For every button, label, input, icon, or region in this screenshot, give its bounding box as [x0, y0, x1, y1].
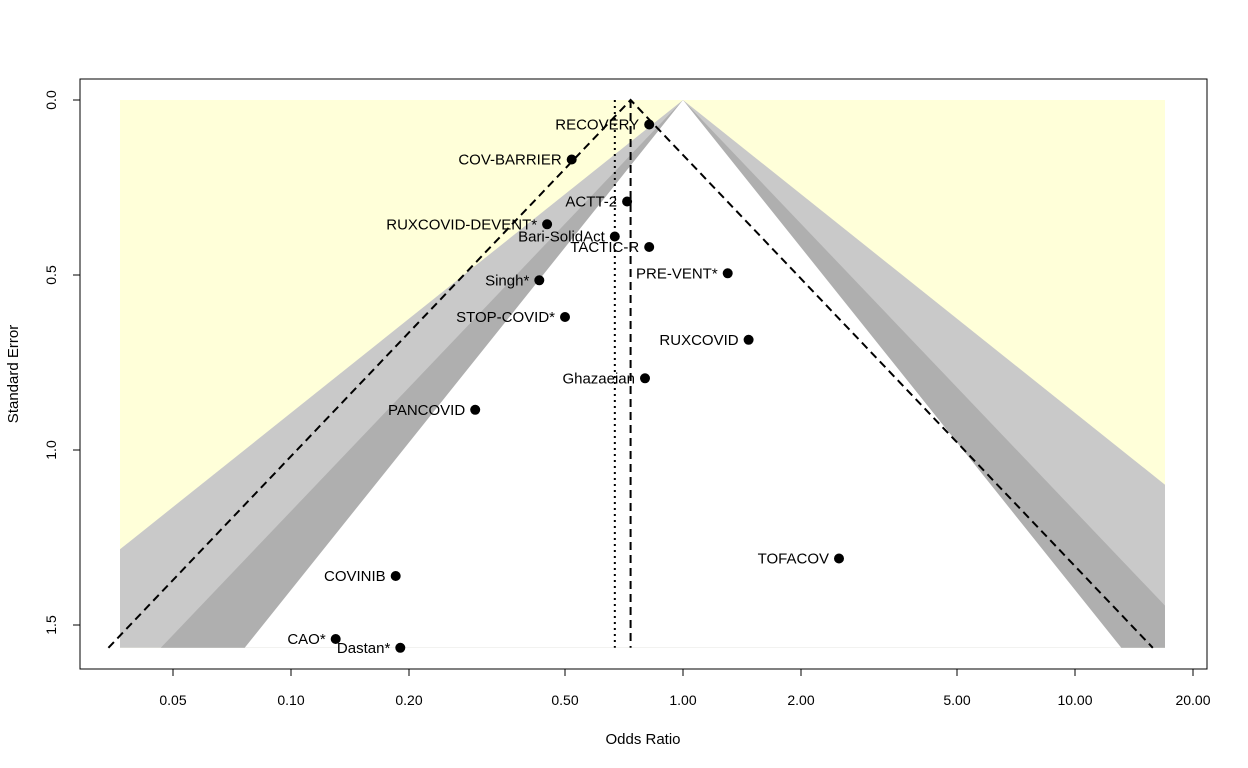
study-point — [644, 119, 655, 130]
study-label: COVINIB — [324, 568, 386, 585]
study-point — [542, 219, 553, 230]
study-labels: RECOVERY COV-BARRIER ACTT-2 RUXCOVID-DEVENT… — [287, 117, 829, 657]
study-point — [834, 553, 844, 564]
x-tick-label: 20.00 — [1175, 692, 1210, 708]
y-axis: 0.0 0.5 1.0 1.5 — [43, 90, 80, 635]
study-point — [395, 642, 406, 653]
y-axis-title: Standard Error — [5, 325, 22, 423]
study-label: TACTIC-R — [570, 239, 639, 256]
study-label: CAO* — [287, 631, 326, 648]
study-point — [534, 275, 545, 286]
study-point — [743, 334, 754, 345]
study-label: RECOVERY — [555, 117, 639, 134]
contour-regions — [120, 100, 1165, 648]
study-point — [566, 154, 577, 165]
study-label: PRE-VENT* — [636, 265, 718, 282]
x-tick-label: 5.00 — [943, 692, 970, 708]
y-tick-label: 1.5 — [43, 615, 59, 635]
study-label: Bari-SolidAct — [518, 229, 606, 246]
study-point — [390, 571, 401, 581]
study-label: Dastan* — [337, 640, 391, 657]
y-tick-label: 1.0 — [43, 440, 59, 460]
study-label: RUXCOVID — [659, 332, 738, 349]
reference-lines — [107, 98, 1154, 649]
x-tick-label: 0.05 — [159, 692, 186, 708]
study-point — [470, 404, 481, 415]
y-tick-label: 0.0 — [43, 90, 59, 110]
study-points — [330, 119, 844, 653]
x-tick-label: 0.10 — [277, 692, 304, 708]
x-tick-label: 10.00 — [1057, 692, 1092, 708]
x-tick-label: 0.20 — [395, 692, 422, 708]
study-point — [644, 242, 655, 252]
x-tick-label: 0.50 — [551, 692, 578, 708]
non-significant-region — [120, 100, 1165, 648]
study-point — [609, 231, 620, 242]
study-label: Ghazaeian — [562, 370, 635, 387]
x-axis: 0.05 0.10 0.20 0.50 1.00 2.00 5.00 10.00 20.00 — [159, 668, 1211, 708]
y-tick-label: 0.5 — [43, 265, 59, 285]
study-label: COV-BARRIER — [458, 152, 562, 169]
study-point — [640, 373, 650, 384]
study-label: TOFACOV — [758, 551, 829, 568]
study-label: PANCOVID — [388, 402, 465, 419]
study-label: RUXCOVID-DEVENT* — [386, 216, 537, 233]
study-point — [330, 634, 341, 644]
study-label: ACTT-2 — [565, 194, 617, 211]
study-label: STOP-COVID* — [456, 309, 555, 326]
study-point — [560, 312, 570, 322]
study-point — [622, 196, 633, 207]
x-tick-label: 2.00 — [787, 692, 814, 708]
study-label: Singh* — [485, 272, 529, 289]
study-point — [722, 268, 733, 279]
x-axis-title: Odds Ratio — [605, 731, 680, 748]
pseudo-confidence-funnel — [107, 98, 1154, 649]
x-tick-label: 1.00 — [669, 692, 696, 708]
